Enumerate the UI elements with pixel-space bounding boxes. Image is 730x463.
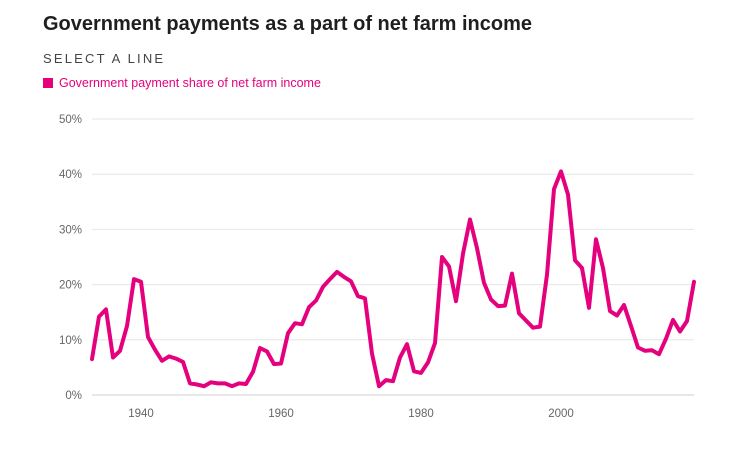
x-tick-label: 1940 <box>128 408 154 420</box>
y-tick-label: 10% <box>59 335 82 347</box>
legend-label: Government payment share of net farm inc… <box>59 76 321 90</box>
y-tick-label: 30% <box>59 224 82 236</box>
x-tick-label: 2000 <box>548 408 574 420</box>
legend-item[interactable]: Government payment share of net farm inc… <box>43 76 321 90</box>
legend-swatch <box>43 78 53 88</box>
chart-title: Government payments as a part of net far… <box>43 13 533 35</box>
y-tick-label: 50% <box>59 114 82 126</box>
y-tick-label: 0% <box>65 390 82 402</box>
series-line[interactable] <box>90 169 696 389</box>
y-tick-label: 40% <box>59 169 82 181</box>
x-tick-label: 1960 <box>268 408 294 420</box>
y-tick-label: 20% <box>59 280 82 292</box>
select-line-label: SELECT A LINE <box>43 51 166 66</box>
x-tick-label: 1980 <box>408 408 434 420</box>
